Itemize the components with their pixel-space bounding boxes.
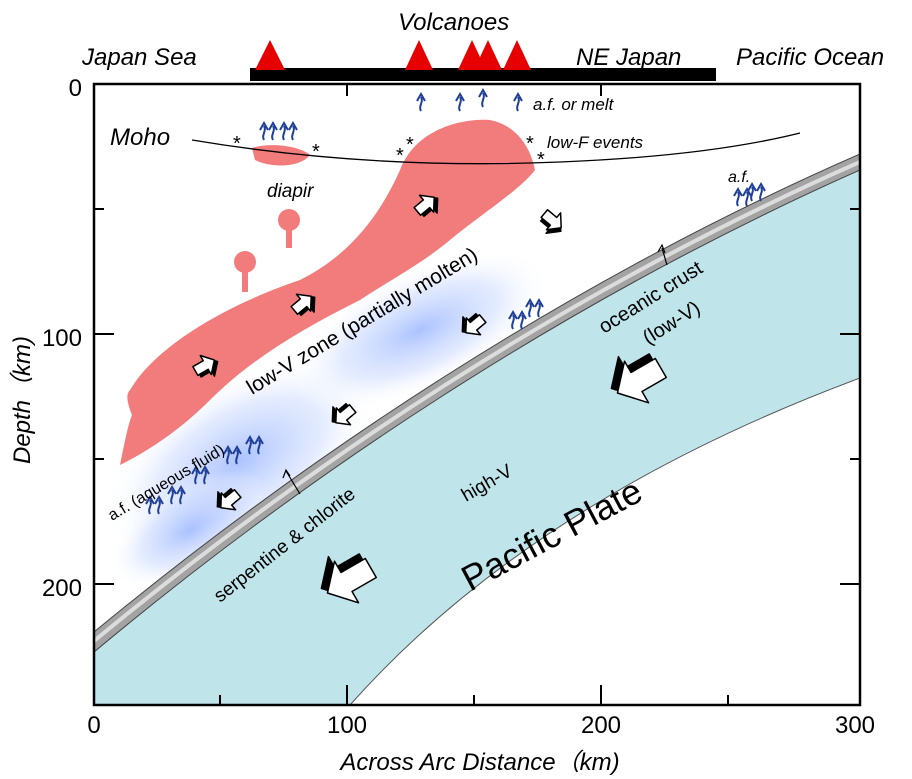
label-volcanoes: Volcanoes [398,9,509,36]
y-tick-label: 0 [69,75,82,102]
label-ne-japan: NE Japan [576,44,681,71]
y-tick-label: 100 [42,325,82,352]
low-f-marker: * [233,133,241,155]
label-pacific-ocean: Pacific Ocean [736,44,884,71]
x-tick-label: 300 [835,712,875,739]
low-f-marker: * [526,133,534,155]
serpentine-pointer [285,470,301,495]
low-f-marker: * [396,145,404,167]
axis-ticks [94,84,860,705]
label-japan-sea: Japan Sea [81,44,197,71]
x-axis-title: Across Arc Distance（km) [338,749,619,776]
diapir-shapes [234,209,300,292]
low-f-marker: * [312,141,320,163]
x-tick-label: 0 [87,712,100,739]
y-axis-title: Depth（km) [9,336,36,464]
moho-line [191,132,801,165]
low-f-event-markers: * * * * * * [233,133,545,171]
low-f-marker: * [406,134,414,156]
label-diapir: diapir [267,181,314,202]
oceanic-crust-band [94,153,860,653]
mantle-flow-arrows [192,194,668,604]
label-af-or-melt: a.f. or melt [533,95,615,114]
y-tick-label: 200 [42,575,82,602]
volcano-icons [255,40,531,70]
crust-pointer [661,247,668,266]
label-af-right: a.f. [728,169,750,186]
label-low-f-events: low-F events [547,133,644,152]
x-tick-label: 100 [327,712,367,739]
ne-japan-surface-bar [250,68,716,81]
x-tick-label: 200 [581,712,621,739]
plot-frame [92,82,862,707]
label-moho: Moho [110,124,170,151]
low-f-marker: * [537,149,545,171]
melt-blob-moho [252,145,310,166]
